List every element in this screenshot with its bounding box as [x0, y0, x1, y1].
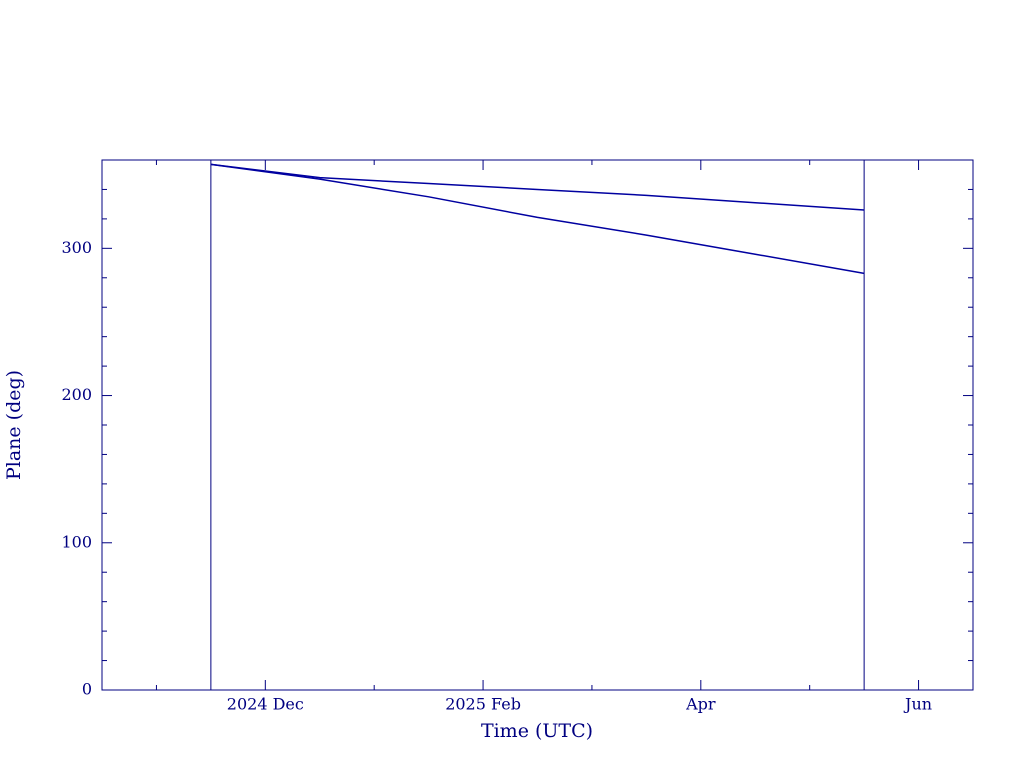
x-tick-label: Jun [903, 695, 932, 714]
x-tick-label: 2025 Feb [445, 695, 521, 714]
y-tick-label: 0 [82, 680, 92, 699]
x-axis-label: Time (UTC) [481, 720, 593, 742]
y-tick-label: 300 [61, 238, 92, 257]
y-axis-label: Plane (deg) [3, 370, 25, 480]
plot-frame [101, 159, 974, 691]
data-line [210, 163, 865, 275]
y-tick-label: 200 [61, 385, 92, 404]
x-tick-label: Apr [685, 695, 716, 714]
data-line [210, 163, 865, 211]
y-tick-label: 100 [61, 532, 92, 551]
x-tick-label: 2024 Dec [227, 695, 304, 714]
